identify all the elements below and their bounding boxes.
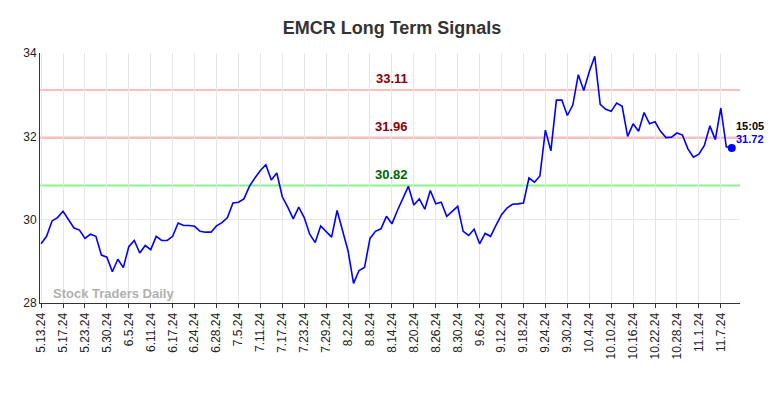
svg-text:6.17.24: 6.17.24 — [166, 312, 180, 352]
svg-text:6.28.24: 6.28.24 — [209, 312, 223, 352]
svg-text:30: 30 — [23, 213, 37, 227]
svg-text:10.28.24: 10.28.24 — [670, 312, 684, 359]
svg-text:5.17.24: 5.17.24 — [56, 312, 70, 352]
svg-text:7.17.24: 7.17.24 — [275, 312, 289, 352]
svg-text:5.13.24: 5.13.24 — [34, 312, 48, 352]
svg-text:11.7.24: 11.7.24 — [714, 312, 728, 351]
svg-text:7.29.24: 7.29.24 — [319, 312, 333, 352]
svg-text:6.24.24: 6.24.24 — [187, 312, 201, 352]
svg-text:28: 28 — [23, 296, 37, 310]
svg-text:15:05: 15:05 — [736, 120, 764, 132]
svg-text:8.20.24: 8.20.24 — [407, 312, 421, 352]
svg-text:10.4.24: 10.4.24 — [582, 312, 596, 352]
svg-text:Stock Traders Daily: Stock Traders Daily — [53, 286, 174, 301]
svg-text:31.96: 31.96 — [375, 119, 408, 134]
svg-text:31.72: 31.72 — [736, 133, 764, 145]
svg-text:8.2.24: 8.2.24 — [341, 312, 355, 346]
svg-text:9.12.24: 9.12.24 — [494, 312, 508, 352]
svg-text:EMCR Long Term Signals: EMCR Long Term Signals — [283, 18, 502, 38]
svg-text:8.30.24: 8.30.24 — [451, 312, 465, 352]
svg-text:8.14.24: 8.14.24 — [385, 312, 399, 352]
svg-text:5.23.24: 5.23.24 — [78, 312, 92, 352]
svg-text:10.10.24: 10.10.24 — [604, 312, 618, 359]
svg-text:10.16.24: 10.16.24 — [626, 312, 640, 359]
svg-text:8.8.24: 8.8.24 — [363, 312, 377, 346]
svg-text:9.24.24: 9.24.24 — [538, 312, 552, 352]
svg-text:32: 32 — [23, 130, 37, 144]
svg-text:30.82: 30.82 — [375, 167, 408, 182]
svg-text:33.11: 33.11 — [376, 71, 408, 86]
svg-text:9.18.24: 9.18.24 — [516, 312, 530, 352]
svg-text:34: 34 — [23, 46, 37, 60]
svg-text:8.26.24: 8.26.24 — [429, 312, 443, 352]
svg-text:9.30.24: 9.30.24 — [560, 312, 574, 352]
svg-text:11.1.24: 11.1.24 — [692, 312, 706, 351]
svg-text:7.23.24: 7.23.24 — [297, 312, 311, 352]
svg-text:7.5.24: 7.5.24 — [231, 312, 245, 346]
svg-text:9.6.24: 9.6.24 — [473, 312, 487, 346]
svg-text:5.30.24: 5.30.24 — [100, 312, 114, 352]
svg-text:10.22.24: 10.22.24 — [648, 312, 662, 359]
svg-text:6.5.24: 6.5.24 — [122, 312, 136, 346]
svg-text:7.11.24: 7.11.24 — [253, 312, 267, 351]
svg-text:6.11.24: 6.11.24 — [144, 312, 158, 351]
